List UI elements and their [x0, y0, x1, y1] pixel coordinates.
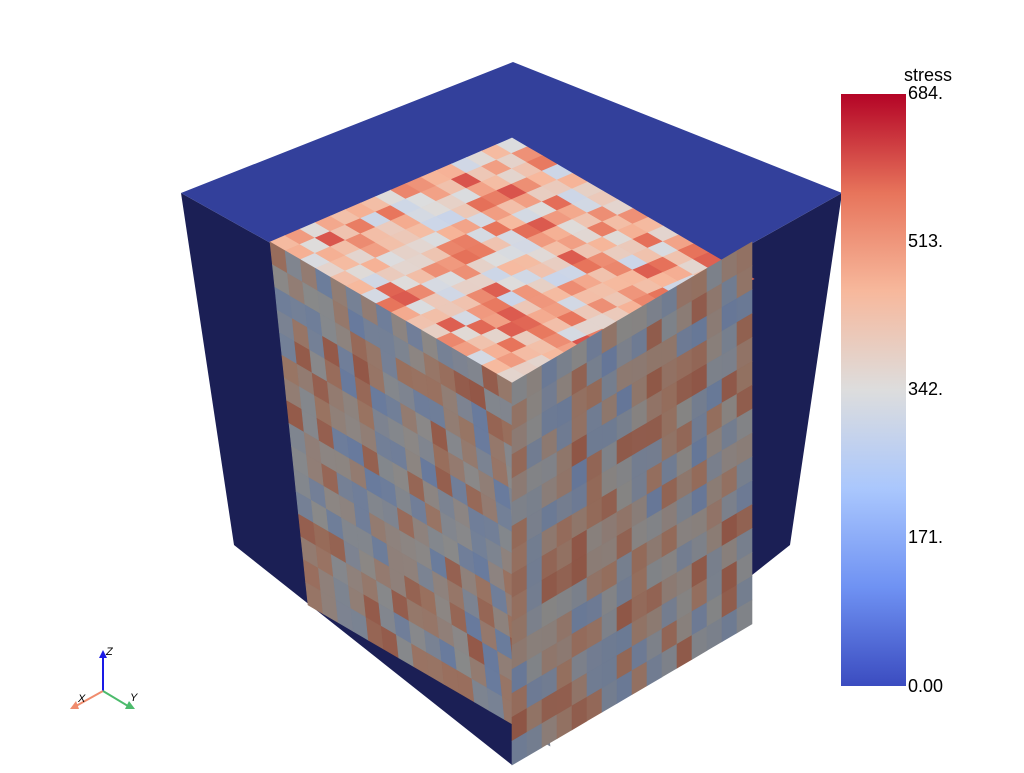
voxel-cell	[736, 599, 753, 634]
x-axis-line	[75, 690, 104, 707]
x-axis-arrow-icon	[70, 701, 79, 709]
inner-block-top-face	[269, 137, 755, 384]
x-axis-label: X	[77, 693, 86, 705]
orientation-axes-widget: Z X Y	[70, 646, 138, 709]
y-axis-arrow-icon	[125, 701, 135, 709]
scalar-bar-tick-max: 684.	[908, 83, 944, 103]
scalar-bar-title: stress	[904, 65, 953, 85]
inner-block-right-face	[511, 241, 753, 766]
y-axis-label: Y	[130, 692, 138, 704]
z-axis-arrow-icon	[99, 650, 107, 658]
z-axis-label: Z	[105, 646, 114, 658]
y-axis-line	[102, 690, 129, 707]
scalar-bar-tick: 513.	[908, 231, 944, 251]
scalar-bar-tick-min: 0.00	[908, 676, 944, 696]
scalar-bar-tick: 342.	[908, 379, 944, 399]
scalar-bar-tick: 171.	[908, 527, 944, 547]
scalar-bar	[841, 94, 906, 686]
